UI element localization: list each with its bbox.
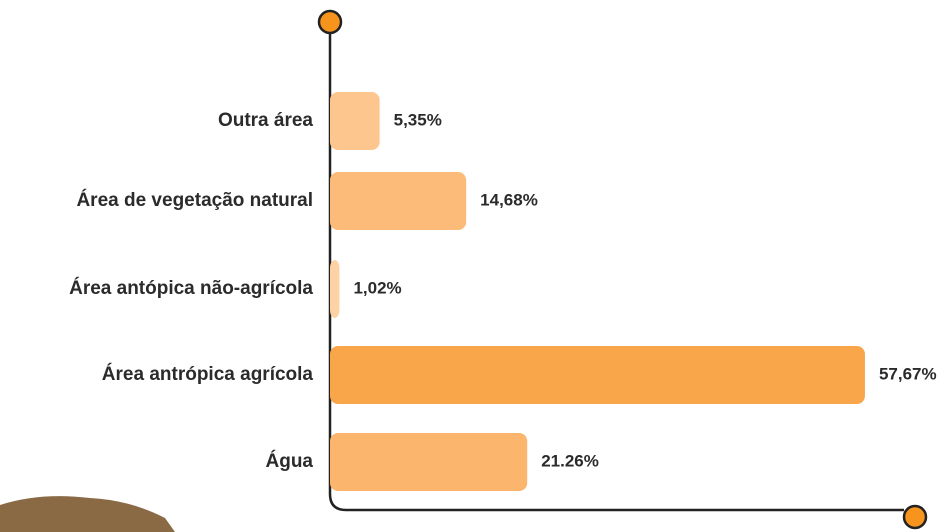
category-label: Área de vegetação natural [76, 189, 313, 211]
value-label: 57,67% [879, 364, 937, 383]
value-label: 21.26% [541, 451, 599, 470]
value-label: 1,02% [353, 278, 401, 297]
category-label: Área antrópica agrícola [102, 363, 314, 385]
category-label: Outra área [218, 110, 313, 131]
category-label: Água [266, 450, 314, 472]
bars: Outra área 5,35% Área de vegetação natural… [69, 92, 937, 491]
axis-end-dot [317, 9, 343, 35]
bar [330, 433, 528, 491]
value-label: 14,68% [480, 190, 538, 209]
axis-end-dot [902, 504, 928, 530]
rock-decoration [0, 496, 175, 532]
bar [330, 92, 380, 150]
bar [330, 346, 865, 404]
category-label: Área antópica não-agrícola [69, 277, 313, 299]
axis-line [328, 33, 904, 512]
value-label: 5,35% [394, 110, 442, 129]
bar [330, 260, 340, 318]
bar [330, 172, 467, 230]
